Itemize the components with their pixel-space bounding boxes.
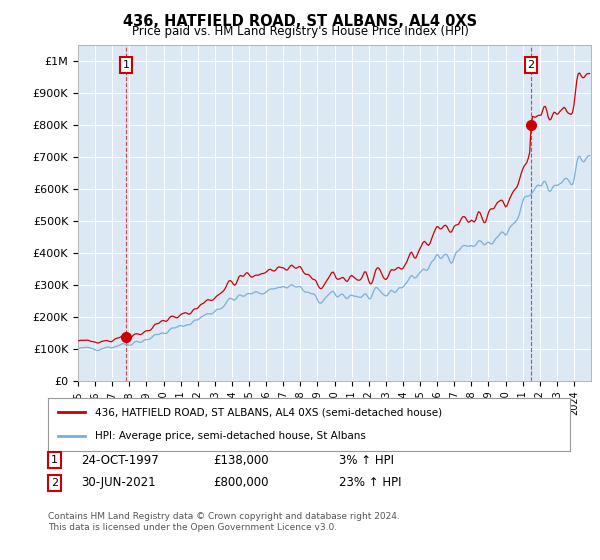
Text: 23% ↑ HPI: 23% ↑ HPI <box>339 476 401 489</box>
Text: 436, HATFIELD ROAD, ST ALBANS, AL4 0XS: 436, HATFIELD ROAD, ST ALBANS, AL4 0XS <box>123 14 477 29</box>
Text: 2: 2 <box>51 478 58 488</box>
Text: 3% ↑ HPI: 3% ↑ HPI <box>339 454 394 467</box>
Text: £800,000: £800,000 <box>213 476 269 489</box>
Text: Contains HM Land Registry data © Crown copyright and database right 2024.
This d: Contains HM Land Registry data © Crown c… <box>48 512 400 532</box>
Text: 436, HATFIELD ROAD, ST ALBANS, AL4 0XS (semi-detached house): 436, HATFIELD ROAD, ST ALBANS, AL4 0XS (… <box>95 408 442 418</box>
Text: HPI: Average price, semi-detached house, St Albans: HPI: Average price, semi-detached house,… <box>95 431 366 441</box>
Text: 30-JUN-2021: 30-JUN-2021 <box>81 476 155 489</box>
Text: 1: 1 <box>51 455 58 465</box>
Text: 2: 2 <box>527 60 535 70</box>
Text: 1: 1 <box>122 60 130 70</box>
Text: 24-OCT-1997: 24-OCT-1997 <box>81 454 159 467</box>
Text: Price paid vs. HM Land Registry's House Price Index (HPI): Price paid vs. HM Land Registry's House … <box>131 25 469 38</box>
Text: £138,000: £138,000 <box>213 454 269 467</box>
